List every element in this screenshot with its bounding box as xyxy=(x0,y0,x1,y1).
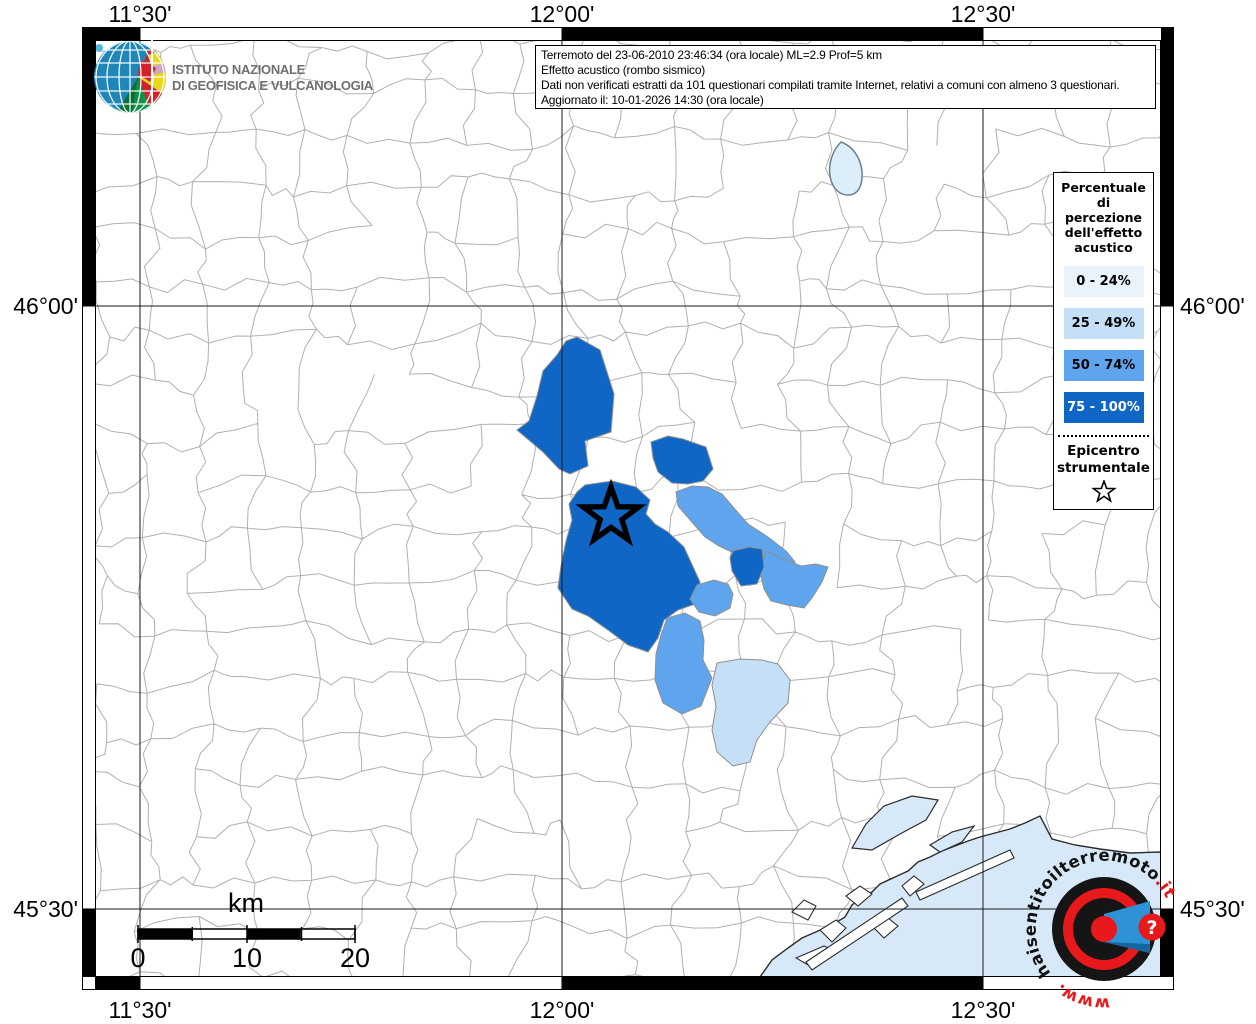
axis-label-top-1230: 12°30' xyxy=(950,1,1016,27)
scale-bar-label-20: 20 xyxy=(339,943,371,973)
legend-epicenter-label: Epicentro strumentale xyxy=(1054,443,1153,477)
axis-label-left-4530: 45°30' xyxy=(13,896,78,922)
scale-bar xyxy=(137,925,356,943)
axis-label-bottom-1230: 12°30' xyxy=(950,997,1016,1023)
question-mark: ? xyxy=(1146,917,1157,939)
small-lake xyxy=(95,44,103,52)
scale-bar-label-0: 0 xyxy=(130,943,146,973)
scale-bar-unit: km xyxy=(228,888,264,918)
ingv-logo-icon xyxy=(94,38,166,116)
lake xyxy=(828,141,863,196)
legend-epicenter-line2: strumentale xyxy=(1057,460,1150,476)
ingv-name-line1: ISTITUTO NAZIONALE xyxy=(172,62,306,77)
ingv-wordmark: ISTITUTO NAZIONALE DI GEOFISICA E VULCAN… xyxy=(172,62,373,94)
municipality-region-c4 xyxy=(650,435,714,485)
municipality-region-c2 xyxy=(711,658,791,767)
legend-swatch-25-49: 25 - 49% xyxy=(1063,308,1144,339)
lagoon-arm xyxy=(928,824,976,853)
barrier-island xyxy=(915,849,1015,901)
axis-label-top-1200: 12°00' xyxy=(529,1,595,27)
info-line-event: Terremoto del 23-06-2010 23:46:34 (ora l… xyxy=(541,48,882,62)
info-line-data: Dati non verificati estratti da 101 ques… xyxy=(541,78,1120,92)
axis-label-bottom-1200: 12°00' xyxy=(529,997,595,1023)
municipality-region-c3 xyxy=(759,550,829,609)
legend: Percentuale di percezione dell'effetto a… xyxy=(1053,172,1154,510)
barrier-island xyxy=(805,897,909,971)
info-line-effect: Effetto acustico (rombo sismico) xyxy=(541,63,706,77)
lagoon-island xyxy=(791,899,817,921)
scale-bar-label-10: 10 xyxy=(231,943,263,973)
legend-epicenter-line1: Epicentro xyxy=(1067,443,1140,459)
perception-regions xyxy=(516,336,829,767)
lagoon-island xyxy=(901,875,925,897)
legend-swatch-50-74: 50 - 74% xyxy=(1063,350,1144,381)
axis-label-left-4600: 46°00' xyxy=(13,293,78,319)
axis-label-bottom-1130: 11°30' xyxy=(108,997,172,1023)
legend-swatch-0-24: 0 - 24% xyxy=(1063,266,1144,297)
svg-text:www.: www. xyxy=(1052,980,1111,1014)
municipality-region-c4 xyxy=(516,336,615,475)
municipality-region-c4 xyxy=(557,480,701,653)
lagoon-island xyxy=(819,919,847,943)
ingv-name-line2: DI GEOFISICA E VULCANOLOGIA xyxy=(172,78,373,93)
epicenter-star-legend-icon xyxy=(1090,480,1117,503)
map-frame xyxy=(82,27,1174,990)
municipality-region-c4 xyxy=(729,546,765,587)
axis-label-right-4600: 46°00' xyxy=(1180,293,1245,319)
municipality-region-c3 xyxy=(689,579,734,617)
info-line-updated: Aggiornato il: 10-01-2026 14:30 (ora loc… xyxy=(541,93,764,107)
legend-divider xyxy=(1058,435,1149,437)
lagoon-arm xyxy=(851,795,939,851)
megaphone-icon xyxy=(1104,901,1150,953)
logo-url-prefix: www. xyxy=(1052,980,1111,1014)
axis-label-top-1130: 11°30' xyxy=(108,1,172,27)
question-badge xyxy=(1138,913,1166,941)
epicenter-star-icon xyxy=(575,478,647,547)
axis-label-right-4530: 45°30' xyxy=(1180,896,1245,922)
legend-swatch-75-100: 75 - 100% xyxy=(1063,392,1144,423)
lagoon-island xyxy=(845,885,873,907)
municipality-region-c3 xyxy=(654,612,713,715)
earthquake-info-box: Terremoto del 23-06-2010 23:46:34 (ora l… xyxy=(535,45,1156,109)
legend-title: Percentuale di percezione dell'effetto a… xyxy=(1061,180,1146,255)
graticule xyxy=(95,40,1161,977)
